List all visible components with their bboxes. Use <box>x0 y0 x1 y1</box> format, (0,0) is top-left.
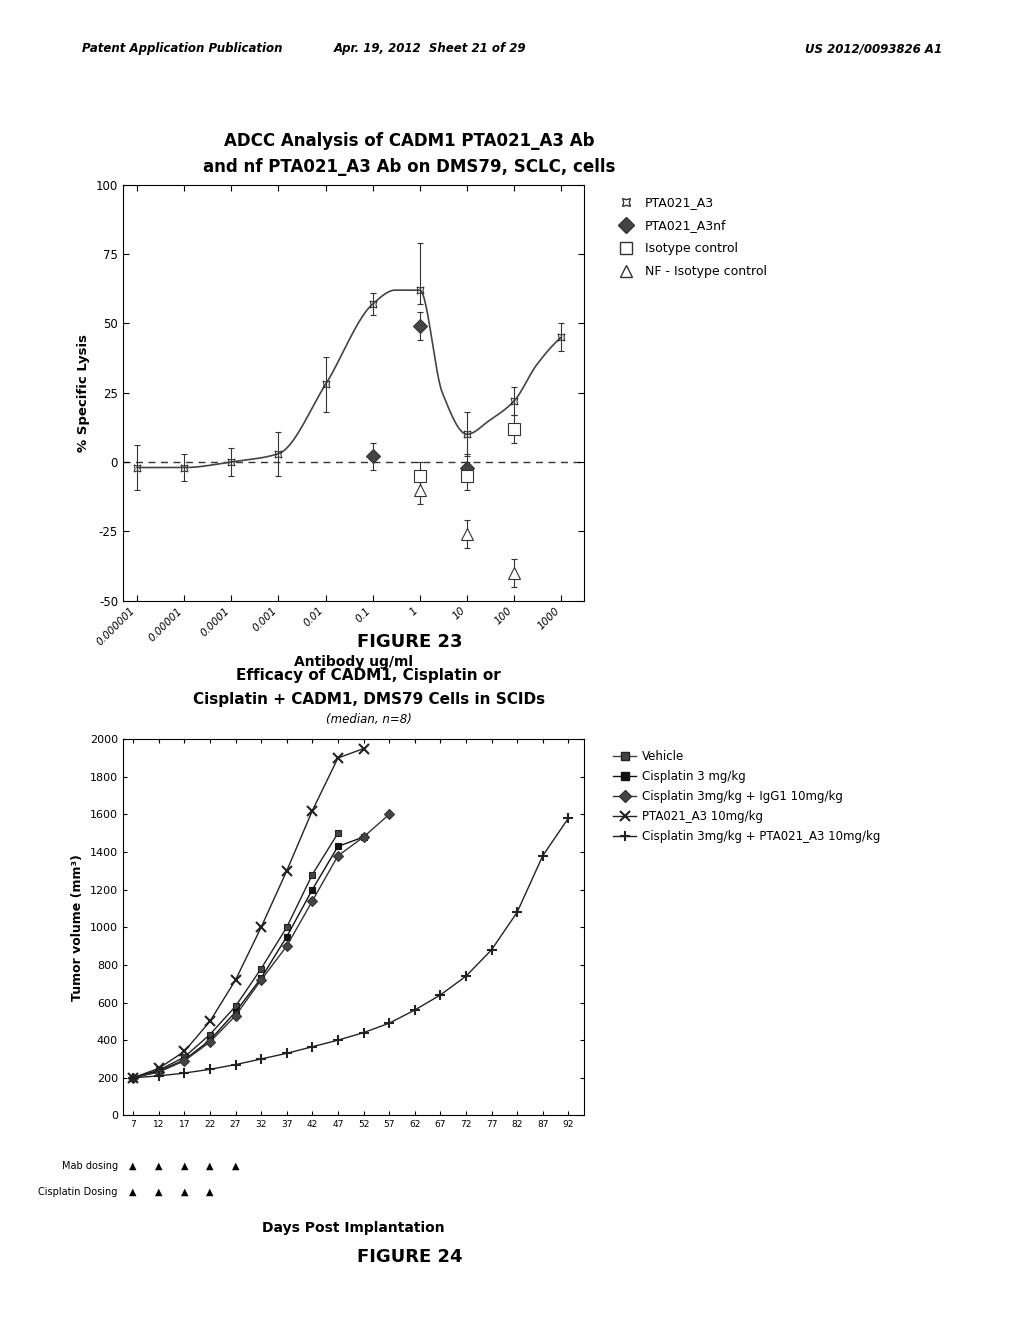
Text: ▲: ▲ <box>155 1160 163 1171</box>
Y-axis label: % Specific Lysis: % Specific Lysis <box>77 334 90 451</box>
Text: ADCC Analysis of CADM1 PTA021_A3 Ab: ADCC Analysis of CADM1 PTA021_A3 Ab <box>224 132 595 150</box>
Text: ▲: ▲ <box>129 1160 137 1171</box>
Text: ▲: ▲ <box>180 1160 188 1171</box>
Text: Cisplatin + CADM1, DMS79 Cells in SCIDs: Cisplatin + CADM1, DMS79 Cells in SCIDs <box>193 692 545 706</box>
Legend: PTA021_A3, PTA021_A3nf, Isotype control, NF - Isotype control: PTA021_A3, PTA021_A3nf, Isotype control,… <box>608 191 772 282</box>
Text: Patent Application Publication: Patent Application Publication <box>82 42 283 55</box>
Text: ▲: ▲ <box>206 1187 214 1197</box>
Text: Efficacy of CADM1, Cisplatin or: Efficacy of CADM1, Cisplatin or <box>237 668 501 682</box>
Text: ▲: ▲ <box>180 1187 188 1197</box>
Text: Cisplatin Dosing: Cisplatin Dosing <box>38 1187 118 1197</box>
Text: Days Post Implantation: Days Post Implantation <box>262 1221 444 1234</box>
Y-axis label: Tumor volume (mm³): Tumor volume (mm³) <box>72 854 84 1001</box>
Text: ▲: ▲ <box>231 1160 240 1171</box>
Text: US 2012/0093826 A1: US 2012/0093826 A1 <box>805 42 942 55</box>
Text: ▲: ▲ <box>155 1187 163 1197</box>
Text: and nf PTA021_A3 Ab on DMS79, SCLC, cells: and nf PTA021_A3 Ab on DMS79, SCLC, cell… <box>204 158 615 177</box>
Text: Mab dosing: Mab dosing <box>61 1160 118 1171</box>
Legend: Vehicle, Cisplatin 3 mg/kg, Cisplatin 3mg/kg + IgG1 10mg/kg, PTA021_A3 10mg/kg, : Vehicle, Cisplatin 3 mg/kg, Cisplatin 3m… <box>608 744 886 847</box>
Text: Apr. 19, 2012  Sheet 21 of 29: Apr. 19, 2012 Sheet 21 of 29 <box>334 42 526 55</box>
Text: FIGURE 24: FIGURE 24 <box>356 1247 463 1266</box>
Text: ▲: ▲ <box>129 1187 137 1197</box>
X-axis label: Antibody ug/ml: Antibody ug/ml <box>294 655 413 668</box>
Text: ▲: ▲ <box>206 1160 214 1171</box>
Text: (median, n=8): (median, n=8) <box>326 713 412 726</box>
Text: FIGURE 23: FIGURE 23 <box>356 632 463 651</box>
